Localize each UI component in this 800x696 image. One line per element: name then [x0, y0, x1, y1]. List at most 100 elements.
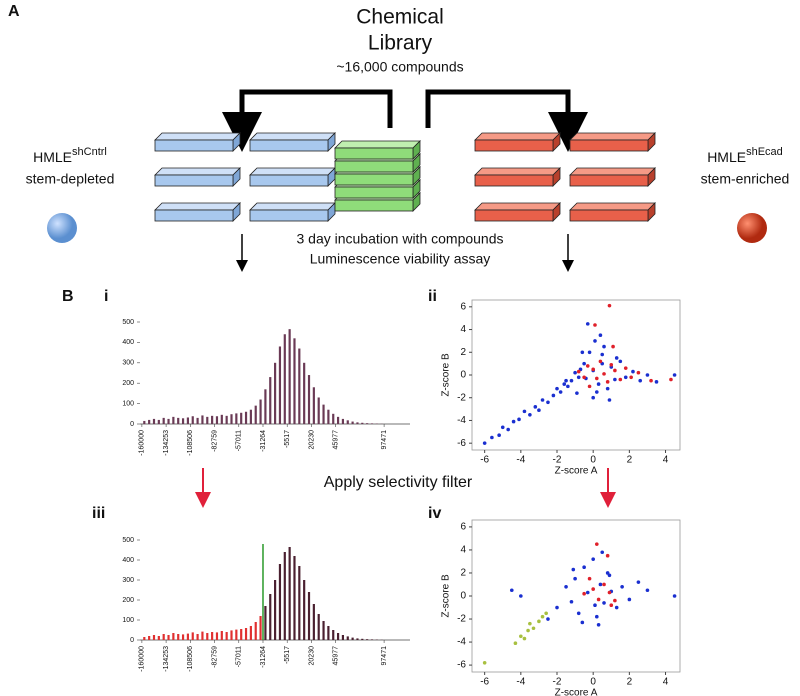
bar — [361, 422, 364, 424]
plate — [154, 132, 241, 141]
point — [546, 617, 550, 621]
panel-label: B — [62, 288, 74, 305]
point — [613, 377, 617, 382]
point — [582, 565, 586, 570]
y-tick-label: 300 — [122, 360, 134, 367]
point — [613, 368, 617, 373]
bar — [240, 412, 243, 424]
bar — [351, 637, 354, 640]
x-tick-label: -2 — [553, 677, 562, 688]
y-tick-label: 4 — [460, 324, 466, 335]
bar — [264, 389, 267, 424]
y-tick-label: 200 — [122, 597, 134, 604]
point — [591, 395, 595, 400]
bar — [186, 417, 189, 424]
point — [636, 370, 641, 375]
bar — [235, 629, 238, 640]
point — [546, 400, 550, 405]
point — [623, 375, 628, 380]
bar — [278, 564, 282, 640]
point — [569, 378, 574, 383]
bar — [370, 639, 374, 640]
point — [582, 591, 586, 596]
point — [631, 369, 635, 374]
x-tick-label: 45977 — [333, 646, 340, 666]
point — [645, 373, 650, 377]
point — [519, 634, 523, 639]
x-tick-label: -2 — [553, 455, 562, 466]
point — [582, 375, 586, 380]
point — [576, 611, 581, 616]
point — [672, 373, 677, 377]
plate — [334, 186, 414, 199]
x-tick-label: -160000 — [139, 646, 146, 672]
point — [540, 614, 545, 619]
point — [596, 622, 601, 627]
bar — [240, 629, 243, 640]
x-axis-label: Z-score A — [555, 466, 598, 477]
bar — [370, 423, 374, 424]
bar — [307, 592, 311, 640]
point — [591, 557, 595, 561]
bar — [366, 423, 369, 424]
point — [573, 576, 577, 581]
x-tick-label: -31264 — [260, 430, 267, 452]
plate — [334, 173, 414, 186]
y-tick-label: 4 — [460, 545, 466, 556]
bar — [220, 414, 223, 424]
y-tick-label: 300 — [122, 577, 134, 584]
point — [593, 339, 597, 343]
y-tick-label: 6 — [460, 522, 466, 533]
arrow — [425, 89, 588, 152]
y-tick-label: 0 — [460, 591, 466, 602]
x-tick-label: -134253 — [163, 646, 170, 672]
bar — [254, 622, 257, 640]
point — [627, 597, 632, 602]
bar — [317, 614, 320, 640]
bar — [157, 636, 160, 640]
x-tick-label: 0 — [590, 455, 596, 466]
bar — [274, 580, 277, 640]
plate — [474, 167, 561, 176]
bar — [356, 422, 359, 424]
x-tick-label: 2 — [627, 677, 633, 688]
title: Chemical — [356, 6, 444, 29]
point — [602, 601, 606, 605]
bar — [332, 413, 335, 424]
point — [602, 344, 606, 349]
bar — [259, 399, 262, 424]
y-tick-label: -2 — [457, 614, 466, 625]
point — [490, 435, 494, 440]
point — [537, 619, 541, 624]
x-tick-label: -134253 — [163, 430, 170, 456]
x-tick-label: -160000 — [139, 430, 146, 456]
point — [613, 598, 617, 603]
plate — [249, 139, 329, 152]
bar — [201, 631, 204, 640]
y-tick-label: 200 — [122, 380, 134, 387]
plate — [249, 202, 336, 211]
point — [607, 590, 612, 595]
subtitle: ~16,000 compounds — [336, 59, 463, 75]
bar — [177, 634, 180, 640]
bar — [191, 632, 194, 640]
bar — [332, 630, 335, 640]
point — [562, 382, 567, 386]
plate — [334, 140, 421, 149]
x-tick-label: -5517 — [284, 430, 291, 448]
bar — [181, 418, 185, 424]
bar — [327, 626, 330, 640]
point — [555, 386, 559, 391]
point — [537, 408, 541, 413]
x-tick-label: 20230 — [308, 430, 315, 450]
bar — [283, 334, 286, 424]
point — [600, 550, 605, 555]
point — [497, 433, 501, 438]
bar — [341, 635, 345, 640]
bar — [366, 639, 369, 640]
point — [596, 597, 601, 602]
bar — [191, 416, 194, 424]
panel-label: ii — [428, 288, 437, 305]
plate — [334, 160, 414, 173]
